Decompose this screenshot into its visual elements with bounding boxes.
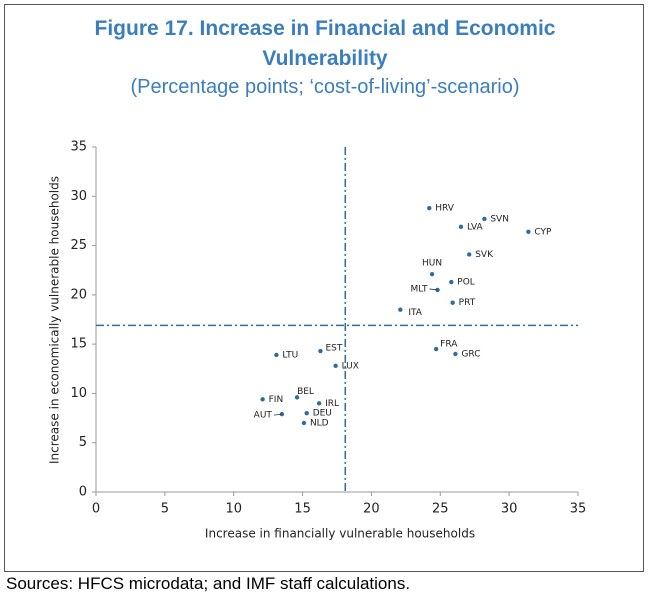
point: [467, 252, 472, 257]
point-label: CYP: [534, 227, 552, 237]
y-tick-label: 30: [70, 189, 87, 204]
point-label: SVK: [475, 250, 494, 260]
x-tick-label: 20: [363, 502, 380, 517]
point: [449, 279, 454, 285]
x-tick-label: 35: [570, 502, 587, 517]
x-tick-label: 5: [161, 502, 169, 517]
y-tick-label: 25: [70, 238, 87, 253]
point-label: LUX: [342, 361, 359, 371]
point-label: LTU: [282, 350, 298, 360]
point-label: IRL: [325, 399, 339, 409]
point-label: HRV: [435, 204, 455, 214]
point-label: EST: [325, 344, 342, 354]
y-tick-label: 0: [79, 485, 87, 500]
point-label: BEL: [297, 387, 314, 397]
x-axis-label: Increase in financially vulnerable house…: [205, 527, 475, 541]
x-tick-label: 10: [225, 502, 242, 517]
point-label: HUN: [422, 259, 442, 269]
point: [450, 300, 455, 305]
x-tick-label: 25: [432, 502, 449, 517]
point: [333, 363, 338, 369]
x-tick-label: 30: [501, 502, 518, 517]
point: [301, 420, 307, 426]
y-tick-label: 15: [70, 337, 87, 352]
point-label: PRT: [459, 298, 476, 308]
y-tick-label: 35: [70, 140, 87, 155]
y-axis-label: Increase in economically vulnerable hous…: [48, 176, 62, 464]
point-label: LVA: [467, 222, 484, 232]
point: [294, 395, 300, 400]
point-label: NLD: [310, 419, 329, 429]
chart-title: Figure 17. Increase in Financial and Eco…: [94, 17, 556, 70]
point: [482, 216, 487, 222]
label-leader: [429, 288, 438, 291]
point-label: GRC: [461, 350, 480, 360]
point-label: POL: [457, 278, 475, 288]
chart-subtitle: (Percentage points; ‘cost-of-living’-sce…: [130, 76, 520, 98]
source-note: Sources: HFCS microdata; and IMF staff c…: [6, 574, 411, 593]
point: [458, 224, 464, 230]
point: [526, 229, 531, 234]
point: [429, 271, 435, 277]
point-label: DEU: [313, 409, 332, 419]
y-tick-label: 5: [79, 435, 87, 450]
point-label: ITA: [408, 308, 422, 318]
point-label: SVN: [490, 214, 509, 224]
point: [318, 348, 323, 354]
y-tick-label: 20: [70, 287, 87, 302]
point-label: FIN: [269, 395, 284, 405]
point: [433, 346, 439, 352]
point: [274, 352, 279, 358]
chart: Increase in financially vulnerable house…: [48, 140, 587, 541]
x-tick-label: 15: [294, 502, 311, 517]
point: [316, 401, 322, 406]
point-label: MLT: [410, 284, 428, 294]
label-leader: [273, 413, 282, 416]
y-tick-label: 10: [70, 386, 87, 401]
point: [398, 307, 403, 312]
point: [453, 351, 458, 357]
point-label: FRA: [440, 340, 458, 350]
point-label: AUT: [254, 411, 273, 421]
frame: [4, 4, 644, 572]
point: [304, 410, 309, 416]
x-tick-label: 0: [92, 502, 100, 517]
point: [260, 397, 265, 402]
point: [427, 205, 432, 211]
